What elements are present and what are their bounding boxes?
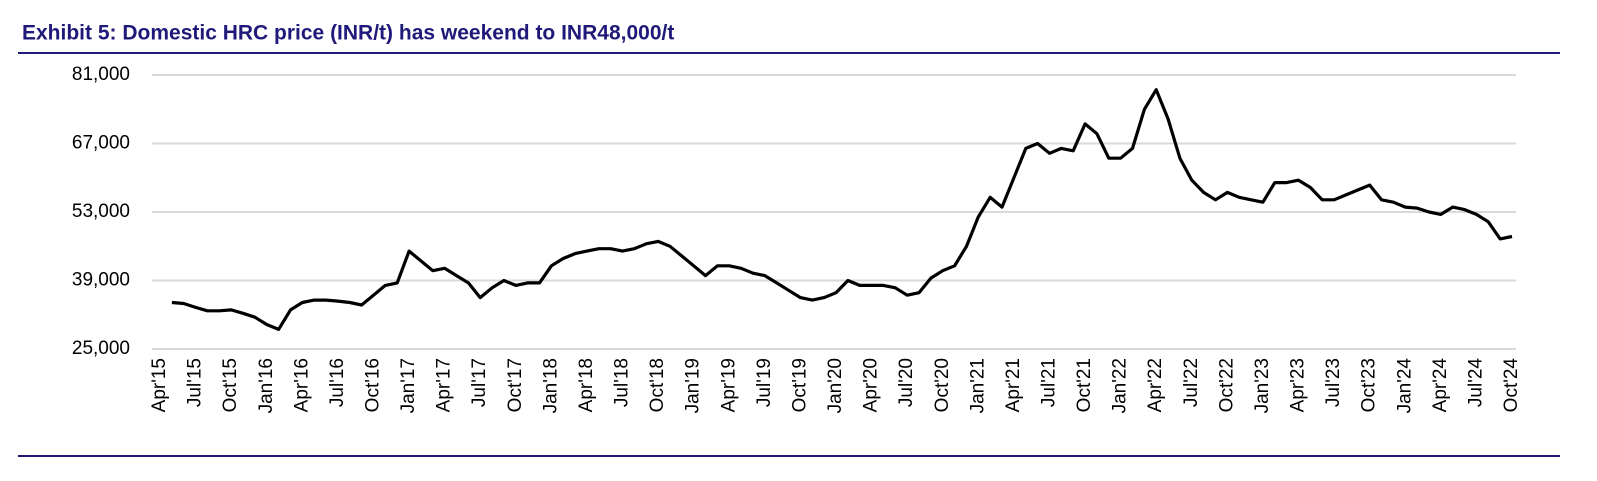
x-tick-label: Jul'15 (185, 358, 206, 407)
x-tick-label: Jan'23 (1252, 358, 1273, 413)
x-tick-label: Apr'18 (576, 358, 597, 412)
x-tick-label: Oct'16 (362, 358, 383, 412)
x-tick-label: Oct'19 (789, 358, 810, 412)
chart-title: Exhibit 5: Domestic HRC price (INR/t) ha… (22, 22, 674, 45)
x-tick-label: Apr'15 (149, 358, 170, 412)
x-tick-label: Jul'23 (1323, 358, 1344, 407)
x-tick-label: Apr'19 (718, 358, 739, 412)
x-tick-label: Oct'15 (220, 358, 241, 412)
y-tick-label: 81,000 (72, 64, 130, 85)
x-tick-label: Apr'24 (1430, 358, 1451, 413)
y-tick-label: 67,000 (72, 133, 130, 154)
x-tick-label: Jan'21 (967, 358, 988, 413)
x-tick-label: Oct'21 (1074, 358, 1095, 412)
x-tick-label: Jul'17 (469, 358, 490, 407)
x-tick-label: Jan'20 (825, 358, 846, 413)
x-tick-label: Apr'20 (861, 358, 882, 412)
x-tick-label: Jul'19 (754, 358, 775, 407)
x-tick-label: Jan'18 (540, 358, 561, 413)
x-tick-label: Oct'22 (1216, 358, 1237, 412)
x-tick-label: Apr'23 (1288, 358, 1309, 412)
x-tick-label: Apr'16 (291, 358, 312, 412)
x-tick-label: Jul'20 (896, 358, 917, 407)
x-tick-label: Apr'22 (1145, 358, 1166, 412)
x-tick-label: Oct'17 (505, 358, 526, 412)
x-tick-label: Jan'19 (683, 358, 704, 413)
x-tick-label: Oct'20 (932, 358, 953, 412)
x-tick-label: Jul'18 (612, 358, 633, 407)
x-tick-label: Oct'23 (1359, 358, 1380, 412)
x-tick-label: Oct'24 (1501, 358, 1522, 413)
price-line (171, 88, 1513, 331)
x-tick-label: Apr'21 (1003, 358, 1024, 412)
x-tick-label: Jul'21 (1038, 358, 1059, 407)
y-tick-label: 53,000 (72, 201, 130, 222)
x-tick-label: Jan'16 (256, 358, 277, 413)
x-tick-label: Jul'16 (327, 358, 348, 407)
x-tick-label: Apr'17 (434, 358, 455, 412)
y-tick-label: 39,000 (72, 270, 130, 291)
y-tick-label: 25,000 (72, 338, 130, 359)
x-tick-label: Jan'24 (1394, 358, 1415, 414)
x-tick-label: Jul'24 (1465, 358, 1486, 407)
x-tick-label: Jan'22 (1110, 358, 1131, 413)
x-tick-label: Jul'22 (1181, 358, 1202, 407)
x-tick-label: Jan'17 (398, 358, 419, 413)
x-tick-label: Oct'18 (647, 358, 668, 412)
